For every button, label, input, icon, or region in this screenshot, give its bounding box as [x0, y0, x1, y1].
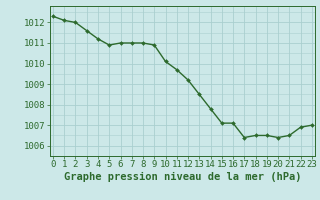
- X-axis label: Graphe pression niveau de la mer (hPa): Graphe pression niveau de la mer (hPa): [64, 172, 301, 182]
